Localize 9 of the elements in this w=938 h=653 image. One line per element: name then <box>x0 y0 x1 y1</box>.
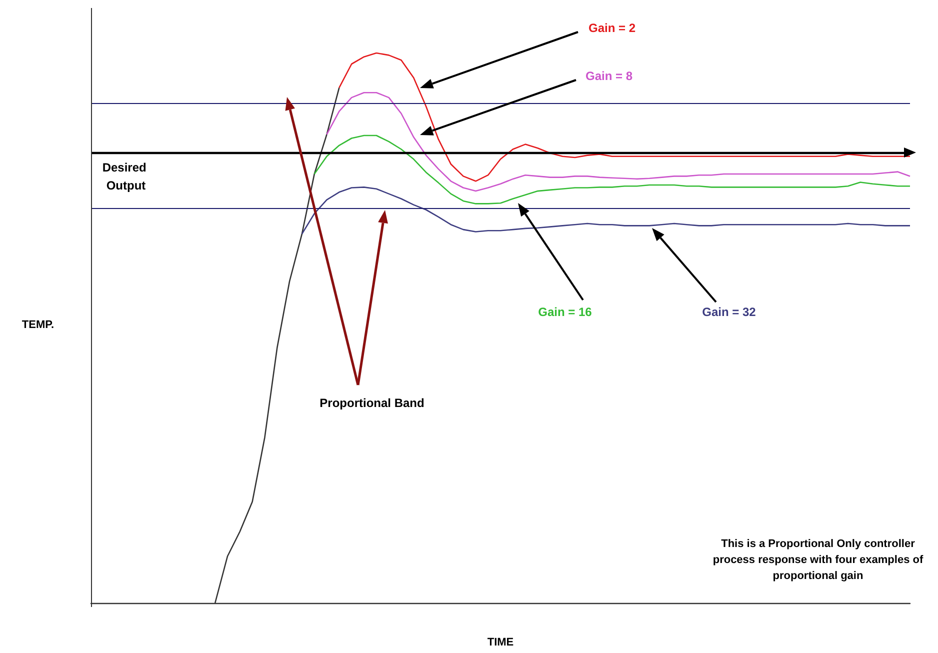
annotation: This is a Proportional Only controller process response with four examples of proportional gain <box>712 537 924 584</box>
ref-line-label: Desired Output <box>102 160 150 193</box>
annotation: Proportional Band <box>320 396 424 410</box>
text: Gain = 8 <box>585 69 633 83</box>
y-axis-title: TEMP. <box>22 319 54 331</box>
text: Gain = 32 <box>702 305 756 319</box>
text: Gain = 16 <box>538 305 592 319</box>
x-axis-title: TIME <box>487 636 514 648</box>
text: Gain = 2 <box>588 21 636 35</box>
